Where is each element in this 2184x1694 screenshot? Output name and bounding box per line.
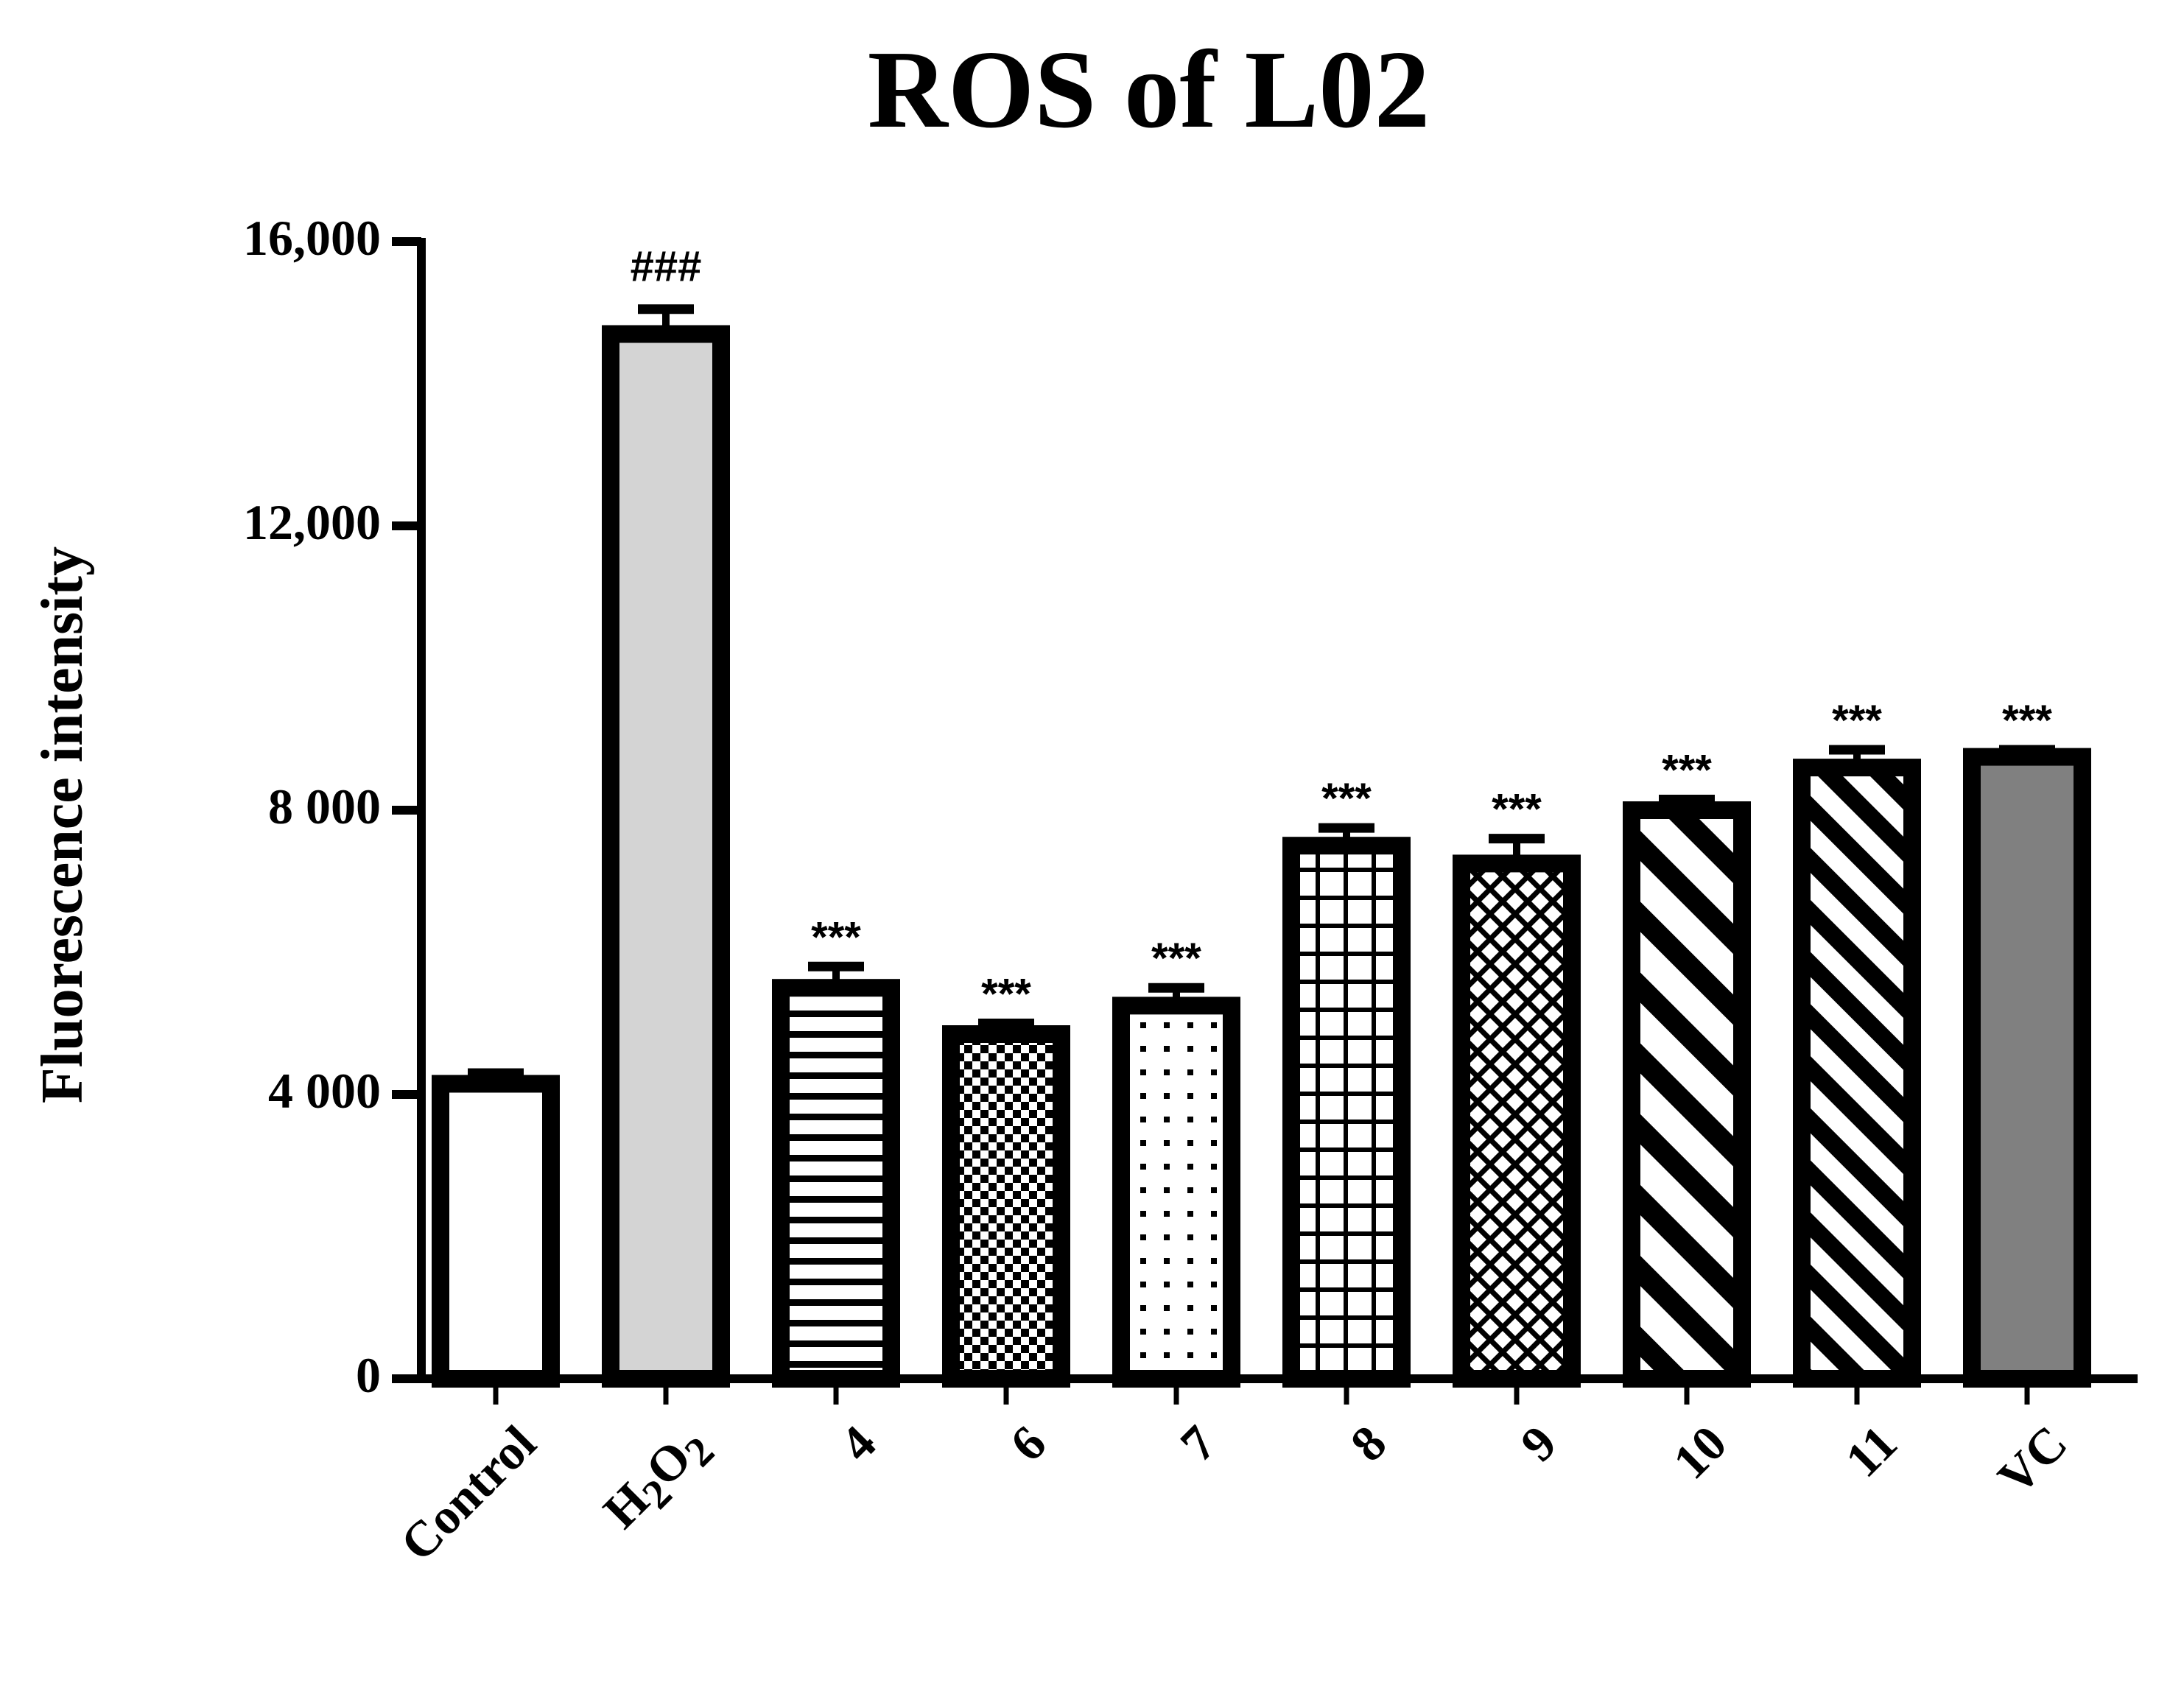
svg-text:12,000: 12,000 — [243, 494, 381, 550]
svg-text:8 000: 8 000 — [268, 779, 381, 834]
svg-text:***: *** — [1492, 786, 1542, 834]
svg-text:***: *** — [811, 913, 861, 961]
svg-text:***: *** — [1662, 747, 1712, 795]
svg-text:0: 0 — [356, 1347, 381, 1403]
svg-text:###: ### — [631, 243, 702, 291]
svg-text:***: *** — [1151, 935, 1201, 983]
svg-text:***: *** — [1321, 775, 1372, 823]
svg-text:***: *** — [981, 971, 1031, 1019]
svg-text:16,000: 16,000 — [243, 210, 381, 266]
svg-text:4 000: 4 000 — [268, 1063, 381, 1119]
svg-text:***: *** — [1832, 697, 1882, 745]
svg-text:***: *** — [2002, 697, 2052, 745]
